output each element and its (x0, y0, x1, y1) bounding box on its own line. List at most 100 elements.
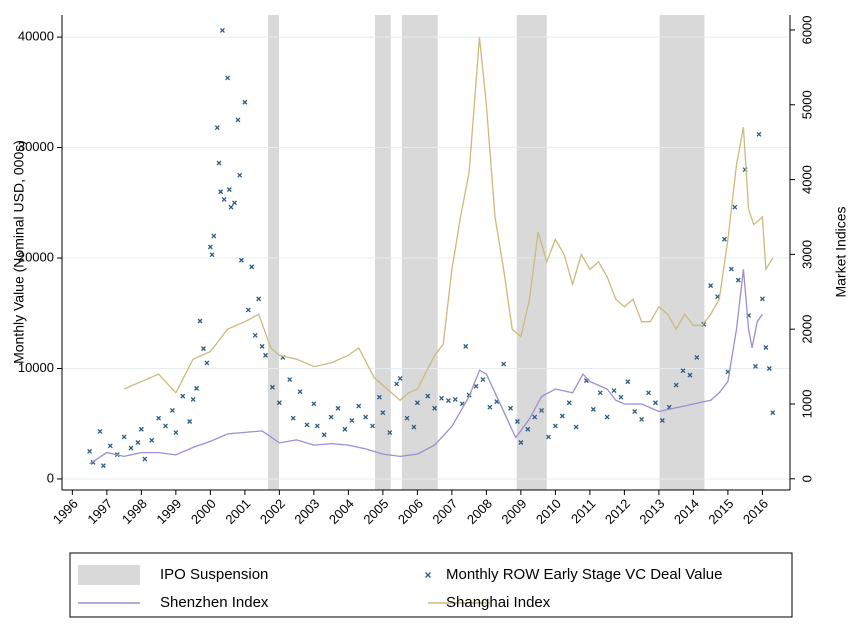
vc-deal-point (128, 445, 134, 451)
vc-deal-point (211, 233, 217, 239)
vc-deal-point (194, 385, 200, 391)
vc-deal-point (219, 28, 225, 33)
vc-deal-point (225, 75, 231, 81)
vc-deal-point (763, 345, 769, 350)
vc-deal-point (370, 423, 375, 429)
vc-deal-point (321, 432, 327, 438)
y2-tick-label: 4000 (799, 165, 814, 194)
vc-deal-point (221, 197, 227, 202)
vc-deal-point (209, 252, 215, 258)
vc-deal-point (756, 131, 762, 137)
vc-deal-point (276, 400, 282, 406)
y2-tick-label: 3000 (799, 240, 814, 269)
vc-deal-point (539, 408, 545, 413)
vc-deal-point (349, 417, 355, 423)
vc-deal-point (214, 125, 220, 131)
vc-deal-point (473, 383, 479, 389)
vc-deal-point (394, 381, 400, 387)
legend-label: Monthly ROW Early Stage VC Deal Value (446, 566, 723, 583)
legend-swatch (78, 565, 140, 585)
vc-deal-point (618, 394, 624, 400)
vc-deal-point (432, 405, 438, 411)
y-tick-label: 0 (47, 470, 54, 485)
vc-deal-point (380, 410, 386, 416)
vc-deal-point (559, 413, 565, 419)
vc-deal-point (216, 160, 222, 166)
vc-deal-point (632, 409, 638, 415)
vc-deal-point (107, 443, 113, 449)
y-tick-label: 30000 (18, 139, 54, 154)
vc-deal-point (163, 423, 168, 429)
vc-deal-point (753, 363, 758, 369)
vc-deal-point (611, 388, 617, 394)
vc-deal-point (142, 456, 148, 462)
y2-tick-label: 0 (799, 475, 814, 482)
vc-deal-point (138, 426, 144, 432)
vc-deal-point (708, 283, 714, 289)
vc-deal-point (249, 264, 255, 270)
vc-deal-point (156, 415, 162, 421)
vc-deal-point (445, 398, 451, 403)
ipo-suspension (267, 15, 280, 490)
vc-deal-point (169, 408, 175, 413)
vc-deal-point (304, 422, 310, 428)
vc-deal-point (242, 99, 248, 105)
vc-deal-point (335, 405, 341, 411)
vc-deal-point (501, 361, 507, 367)
vc-deal-point (314, 423, 320, 429)
legend-label: Shenzhen Index (160, 594, 269, 611)
vc-deal-point (508, 405, 513, 411)
vc-deal-point (287, 377, 293, 382)
y2-tick-label: 6000 (799, 15, 814, 44)
vc-deal-point (356, 403, 362, 409)
vc-deal-point (226, 187, 232, 192)
legend-marker (425, 572, 431, 578)
vc-deal-point (694, 354, 700, 360)
vc-deal-point (652, 400, 658, 406)
vc-deal-point (180, 393, 186, 399)
legend-box (69, 552, 793, 618)
index-line (89, 269, 763, 465)
vc-deal-point (232, 200, 237, 206)
vc-deal-point (546, 434, 551, 440)
vc-deal-point (404, 415, 410, 421)
y2-axis-title: Market Indices (833, 206, 849, 297)
y2-tick-label: 5000 (799, 90, 814, 119)
vc-deal-point (439, 395, 444, 401)
vc-deal-point (237, 172, 243, 178)
vc-deal-point (566, 400, 572, 406)
vc-deal-point (518, 440, 524, 445)
y-axis-title: Monthly Value (Nominal USD, 000s) (11, 140, 27, 364)
index-line (123, 37, 774, 402)
vc-deal-point (135, 440, 141, 445)
vc-deal-point (590, 406, 596, 412)
vc-deal-point (759, 296, 765, 302)
ipo-suspension (516, 15, 547, 490)
vc-deal-point (235, 117, 241, 123)
vc-deal-point (387, 430, 393, 436)
vc-deal-point (207, 244, 213, 250)
vc-deal-point (263, 352, 269, 358)
y-tick-label: 40000 (18, 29, 54, 44)
vc-deal-point (256, 296, 262, 302)
vc-deal-point (735, 277, 741, 283)
vc-deal-point (728, 266, 734, 272)
vc-deal-point (659, 417, 665, 423)
vc-deal-point (228, 204, 234, 210)
vc-deal-point (201, 346, 206, 352)
vc-deal-point (363, 414, 369, 420)
vc-deal-point (732, 204, 738, 210)
vc-deal-point (487, 404, 493, 410)
vc-deal-point (597, 390, 603, 396)
y2-tick-label: 1000 (799, 390, 814, 419)
vc-deal-point (187, 419, 193, 424)
vc-deal-point (173, 430, 179, 436)
vc-deal-point (190, 396, 196, 402)
vc-deal-point (573, 424, 579, 430)
vc-deal-point (770, 410, 776, 416)
vc-deal-point (100, 463, 106, 469)
vc-deal-point (604, 414, 610, 420)
vc-deal-point (452, 396, 458, 402)
vc-deal-point (646, 390, 651, 396)
